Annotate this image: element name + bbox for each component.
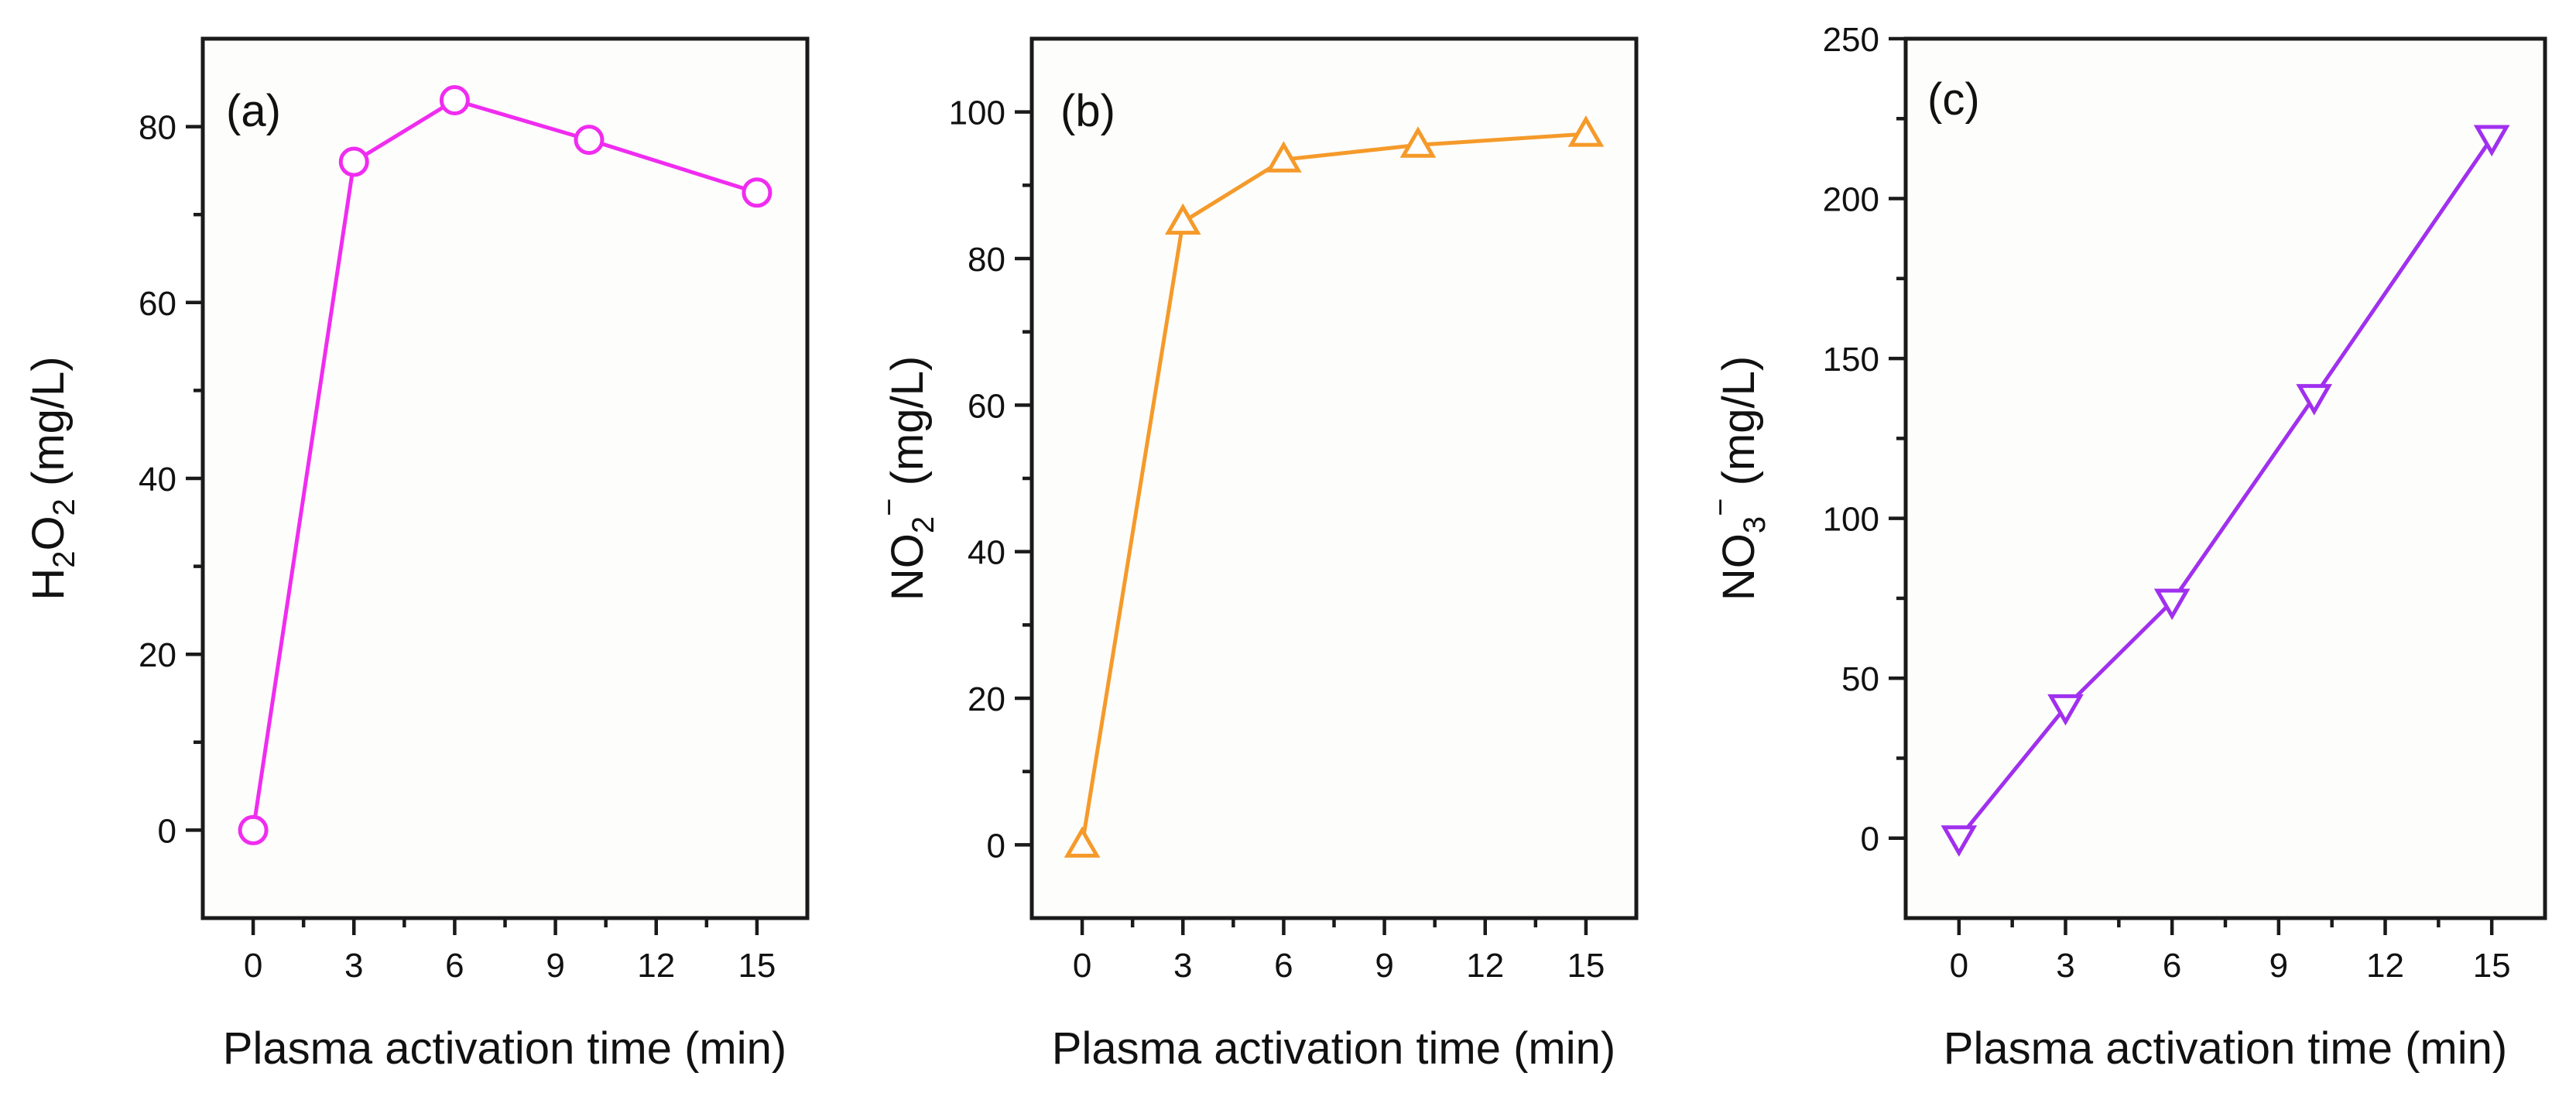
x-tick-label-c-2: 6 bbox=[2163, 947, 2181, 985]
x-tick-label-b-5: 15 bbox=[1567, 947, 1605, 985]
y-label-b-sub: 2 bbox=[906, 516, 940, 533]
data-point-c-0 bbox=[1941, 825, 1978, 857]
y-label-a-mid: O bbox=[23, 516, 74, 550]
y-tick-label-b-1: 20 bbox=[968, 680, 1005, 718]
data-point-a-4 bbox=[742, 177, 772, 208]
y-label-b-sup: − bbox=[872, 499, 906, 516]
y-label-a-sub2: 2 bbox=[47, 499, 81, 516]
data-point-a-1 bbox=[338, 146, 369, 177]
data-points-a bbox=[238, 85, 772, 845]
ticks-b: 0 3 6 9 12 15 0 20 40 60 80 100 bbox=[949, 94, 1605, 985]
y-tick-label-b-2: 40 bbox=[968, 534, 1005, 572]
data-point-b-1 bbox=[1164, 203, 1201, 235]
plot-frame-b bbox=[1029, 36, 1639, 920]
x-tick-label-c-4: 12 bbox=[2366, 947, 2404, 985]
y-label-a-base: H bbox=[23, 568, 74, 601]
y-axis-label-b: NO2− (mg/L) bbox=[872, 356, 940, 601]
y-axis-label-a: H2O2 (mg/L) bbox=[23, 356, 81, 600]
x-tick-label-a-5: 15 bbox=[738, 947, 776, 985]
y-label-c-sub: 3 bbox=[1738, 516, 1772, 533]
x-tick-label-b-2: 6 bbox=[1274, 947, 1293, 985]
data-point-b-2 bbox=[1266, 141, 1302, 173]
y-label-b-base: NO bbox=[882, 533, 933, 601]
y-tick-label-c-4: 200 bbox=[1823, 181, 1879, 219]
y-axis-label-c: NO3− (mg/L) bbox=[1704, 356, 1772, 601]
x-axis-label-a: Plasma activation time (min) bbox=[223, 1023, 786, 1074]
y-label-c-base: NO bbox=[1714, 533, 1764, 601]
x-tick-label-c-0: 0 bbox=[1950, 947, 1968, 985]
ticks-a: 0 3 6 9 12 15 0 20 40 60 80 bbox=[139, 109, 776, 985]
panel-label-a: (a) bbox=[226, 86, 281, 136]
panel-a: (a) 0 3 6 9 12 15 0 20 40 60 80 Plasma activation … bbox=[23, 36, 810, 1074]
x-tick-label-c-5: 15 bbox=[2473, 947, 2511, 985]
x-axis-label-c: Plasma activation time (min) bbox=[1944, 1023, 2507, 1074]
y-tick-label-b-5: 100 bbox=[949, 94, 1005, 132]
y-label-c-sup: − bbox=[1704, 499, 1738, 516]
data-point-c-4 bbox=[2473, 125, 2510, 157]
x-tick-label-c-1: 3 bbox=[2056, 947, 2074, 985]
x-tick-label-a-1: 3 bbox=[344, 947, 363, 985]
y-label-a-sub1: 2 bbox=[47, 550, 81, 567]
data-point-c-1 bbox=[2047, 694, 2084, 726]
y-tick-label-a-4: 80 bbox=[139, 109, 176, 147]
x-tick-label-b-3: 9 bbox=[1375, 947, 1393, 985]
data-point-a-2 bbox=[439, 85, 470, 116]
y-tick-label-a-2: 40 bbox=[139, 461, 176, 499]
y-label-c-unit: (mg/L) bbox=[1714, 356, 1764, 499]
y-tick-label-c-3: 150 bbox=[1823, 341, 1879, 379]
plot-frame-a bbox=[200, 36, 810, 920]
y-tick-label-b-0: 0 bbox=[987, 827, 1005, 865]
y-tick-label-c-1: 50 bbox=[1841, 660, 1879, 698]
y-tick-label-a-1: 20 bbox=[139, 636, 176, 674]
y-tick-label-c-5: 250 bbox=[1823, 21, 1879, 59]
panel-label-c: (c) bbox=[1927, 74, 1980, 125]
x-tick-label-c-3: 9 bbox=[2269, 947, 2288, 985]
series-a bbox=[238, 85, 772, 845]
data-point-c-3 bbox=[2296, 384, 2333, 416]
x-tick-label-a-4: 12 bbox=[637, 947, 675, 985]
x-tick-label-a-3: 9 bbox=[546, 947, 564, 985]
panel-label-b: (b) bbox=[1060, 86, 1115, 136]
panel-b: (b) 0 3 6 9 12 15 0 20 40 60 80 100 Plasma activati… bbox=[872, 36, 1639, 1074]
data-points-c bbox=[1941, 125, 2510, 857]
data-point-a-0 bbox=[238, 814, 269, 845]
x-tick-label-b-1: 3 bbox=[1173, 947, 1192, 985]
data-point-b-0 bbox=[1064, 826, 1101, 858]
series-c bbox=[1941, 125, 2510, 857]
series-b bbox=[1064, 115, 1605, 858]
data-point-b-4 bbox=[1567, 115, 1605, 147]
data-point-c-2 bbox=[2153, 588, 2191, 621]
y-tick-label-a-0: 0 bbox=[158, 812, 176, 850]
data-point-b-3 bbox=[1399, 126, 1437, 158]
x-tick-label-a-0: 0 bbox=[244, 947, 262, 985]
x-axis-label-b: Plasma activation time (min) bbox=[1052, 1023, 1615, 1074]
x-tick-label-b-0: 0 bbox=[1073, 947, 1091, 985]
data-point-a-3 bbox=[574, 125, 605, 156]
y-tick-label-b-3: 60 bbox=[968, 387, 1005, 425]
data-points-b bbox=[1064, 115, 1605, 858]
x-tick-label-a-2: 6 bbox=[445, 947, 464, 985]
y-tick-label-b-4: 80 bbox=[968, 241, 1005, 279]
y-tick-label-c-2: 100 bbox=[1823, 501, 1879, 539]
y-label-a-unit: (mg/L) bbox=[23, 356, 74, 499]
x-tick-label-b-4: 12 bbox=[1466, 947, 1504, 985]
y-label-b-unit: (mg/L) bbox=[882, 356, 933, 499]
y-tick-label-c-0: 0 bbox=[1861, 821, 1879, 858]
y-tick-label-a-3: 60 bbox=[139, 285, 176, 323]
